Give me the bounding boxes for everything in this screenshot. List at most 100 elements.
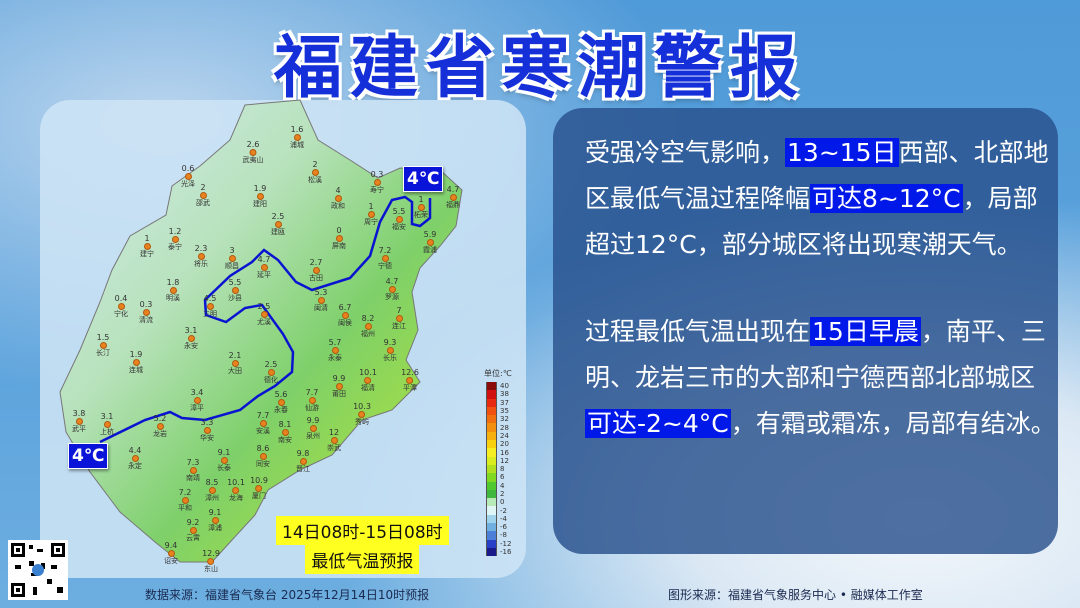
station-dot-icon [260, 311, 268, 318]
station-dot-icon [267, 369, 275, 376]
station-value: 5.2 [153, 414, 167, 423]
station-name: 永安 [184, 342, 198, 350]
forecast-time-box: 14日08时-15日08时 最低气温预报 [276, 516, 449, 574]
station-dot-icon [228, 255, 236, 262]
station-dot-icon [199, 192, 207, 199]
legend-row: -8 [486, 531, 512, 540]
legend-tick: -12 [500, 539, 512, 548]
station-dot-icon [309, 425, 317, 432]
station-name: 长汀 [96, 349, 110, 357]
legend-swatch [486, 440, 497, 449]
station-name: 福安 [392, 223, 406, 231]
qr-code[interactable] [8, 540, 68, 600]
page-title: 福建省寒潮警报 [273, 29, 806, 108]
legend-tick: -6 [500, 523, 507, 532]
station-dot-icon [312, 267, 320, 274]
station-name: 永春 [274, 406, 288, 414]
station-name: 光泽 [181, 180, 195, 188]
weather-station: 1.8 明溪 [166, 278, 180, 303]
contour-4c-line [99, 195, 432, 444]
legend-tick: 6 [500, 473, 505, 482]
station-name: 福州 [361, 330, 375, 338]
station-name: 周宁 [364, 218, 378, 226]
weather-station: 8.5 漳州 [205, 478, 219, 503]
legend-tick: 40 [500, 382, 509, 391]
legend-tick: 8 [500, 465, 505, 474]
legend-row: 40 [486, 382, 512, 391]
weather-station: 2.6 武夷山 [243, 140, 264, 165]
weather-station: 3.3 华安 [200, 418, 214, 443]
station-value: 8.6 [256, 444, 270, 453]
weather-station: 6.7 闽侯 [338, 303, 352, 328]
station-name: 云霄 [186, 534, 200, 542]
legend-tick: 37 [500, 398, 509, 407]
legend-row: -16 [486, 547, 512, 557]
station-value: 0.6 [181, 164, 195, 173]
station-name: 顺昌 [225, 262, 239, 270]
station-value: 6.7 [338, 303, 352, 312]
weather-station: 3.1 永安 [184, 326, 198, 351]
station-value: 9.3 [383, 338, 397, 347]
station-name: 大田 [228, 367, 242, 375]
station-name: 连江 [392, 322, 406, 330]
station-dot-icon [211, 517, 219, 524]
station-dot-icon [171, 236, 179, 243]
station-value: 5.6 [274, 390, 288, 399]
legend-swatch [486, 456, 497, 465]
station-dot-icon [364, 323, 372, 330]
station-value: 3.4 [190, 388, 204, 397]
paragraph-2: 过程最低气温出现在15日早晨，南平、三明、龙岩三市的大部和宁德西部北部城区可达-… [585, 309, 1058, 447]
station-dot-icon [156, 423, 164, 430]
station-dot-icon [317, 297, 325, 304]
legend-swatch [486, 415, 497, 424]
weather-station: 9.8 晋江 [296, 449, 310, 474]
station-name: 漳平 [190, 404, 204, 412]
station-name: 松溪 [308, 176, 322, 184]
station-name: 闽侯 [338, 319, 352, 327]
station-dot-icon [249, 149, 257, 156]
legend-row: 12 [486, 456, 512, 465]
station-dot-icon [184, 173, 192, 180]
weather-station: 0.3 寿宁 [370, 170, 384, 195]
station-value: 10.3 [353, 402, 371, 411]
legend-row: 6 [486, 473, 512, 482]
legend-row: 24 [486, 431, 512, 441]
station-dot-icon [277, 399, 285, 406]
weather-station: 5.2 龙岩 [153, 414, 167, 439]
station-value: 2.3 [194, 244, 208, 253]
legend-tick: 28 [500, 423, 509, 432]
legend-row: 32 [486, 415, 512, 424]
weather-station: 12.6 平潭 [401, 368, 419, 393]
station-value: 9.4 [164, 541, 178, 550]
station-value: 4.7 [385, 277, 399, 286]
legend-row: -12 [486, 539, 512, 548]
station-name: 浦城 [290, 141, 304, 149]
weather-station: 4 政和 [331, 186, 345, 211]
legend-tick: 2 [500, 490, 505, 498]
station-value: 2.1 [228, 351, 242, 360]
weather-station: 2.5 建瓯 [271, 212, 285, 237]
station-dot-icon [103, 421, 111, 428]
station-value: 3.8 [72, 409, 86, 418]
station-value: 9.2 [186, 518, 200, 527]
station-name: 尤溪 [257, 318, 271, 326]
station-value: 8.5 [205, 478, 219, 487]
weather-station: 2.5 德化 [264, 360, 278, 385]
station-value: 9.8 [296, 449, 310, 458]
weather-station: 10.9 厦门 [250, 476, 268, 501]
weather-station: 1 周宁 [364, 202, 378, 227]
legend-swatch [486, 464, 497, 474]
station-name: 厦门 [252, 492, 266, 500]
station-value: 7.2 [378, 246, 392, 255]
legend-tick: 24 [500, 431, 509, 440]
station-value: 0.3 [139, 300, 153, 309]
station-value: 4.5 [203, 294, 217, 303]
weather-station: 5.6 永春 [274, 390, 288, 415]
weather-station: 0 屏南 [332, 226, 346, 251]
station-dot-icon [231, 360, 239, 367]
station-dot-icon [330, 437, 338, 444]
weather-station: 10.3 秀屿 [353, 402, 371, 427]
data-source: 数据来源：福建省气象台 2025年12月14日10时预报 [145, 588, 430, 602]
highlight: 13~15日 [785, 138, 899, 167]
weather-station: 1.9 连城 [129, 350, 143, 375]
